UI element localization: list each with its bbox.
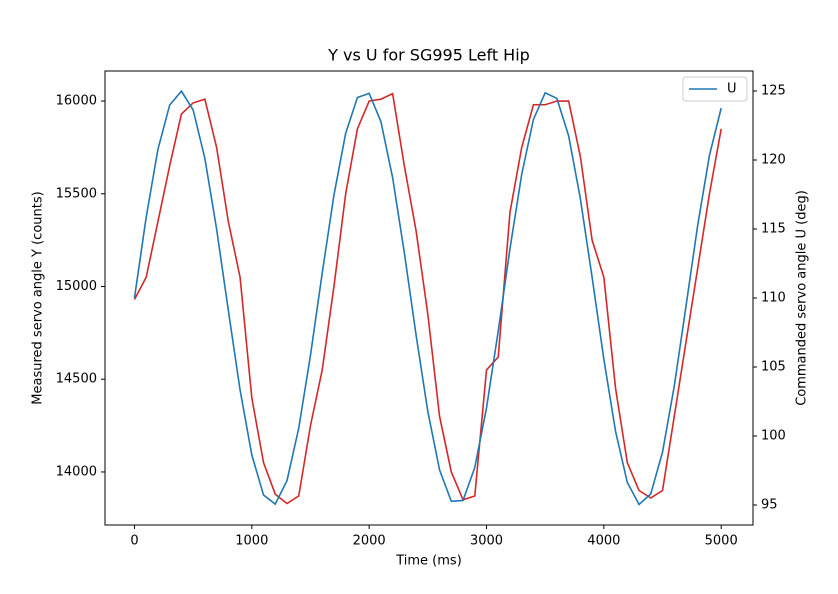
y2-tick-label: 125 [761, 84, 786, 99]
data-line [133, 92, 722, 505]
y2-axis-label: Commanded servo angle U (deg) [795, 190, 810, 406]
y-tick-label: 14500 [56, 372, 97, 387]
chart-title: Y vs U for SG995 Left Hip [327, 46, 530, 65]
x-tick-label: 2000 [353, 534, 386, 549]
data-line [133, 89, 722, 506]
y-tick-label: 15000 [56, 279, 97, 294]
x-tick-label: 3000 [470, 534, 503, 549]
y-axis-label: Measured servo angle Y (counts) [31, 191, 46, 404]
y-tick-label: 16000 [56, 94, 97, 109]
x-tick-label: 1000 [235, 534, 268, 549]
y2-tick-label: 110 [761, 291, 786, 306]
y-tick-label: 14000 [56, 464, 97, 479]
y2-tick-label: 95 [761, 497, 778, 512]
x-tick-label: 5000 [705, 534, 738, 549]
x-tick-label: 4000 [587, 534, 620, 549]
y-tick-label: 15500 [56, 186, 97, 201]
y2-tick-label: 105 [761, 359, 786, 374]
y2-tick-label: 115 [761, 222, 786, 237]
y2-tick-label: 120 [761, 153, 786, 168]
legend-label: U [727, 82, 737, 97]
x-tick-label: 0 [130, 534, 138, 549]
x-axis-label: Time (ms) [395, 554, 462, 569]
plot-frame [104, 70, 754, 526]
y2-tick-label: 100 [761, 428, 786, 443]
